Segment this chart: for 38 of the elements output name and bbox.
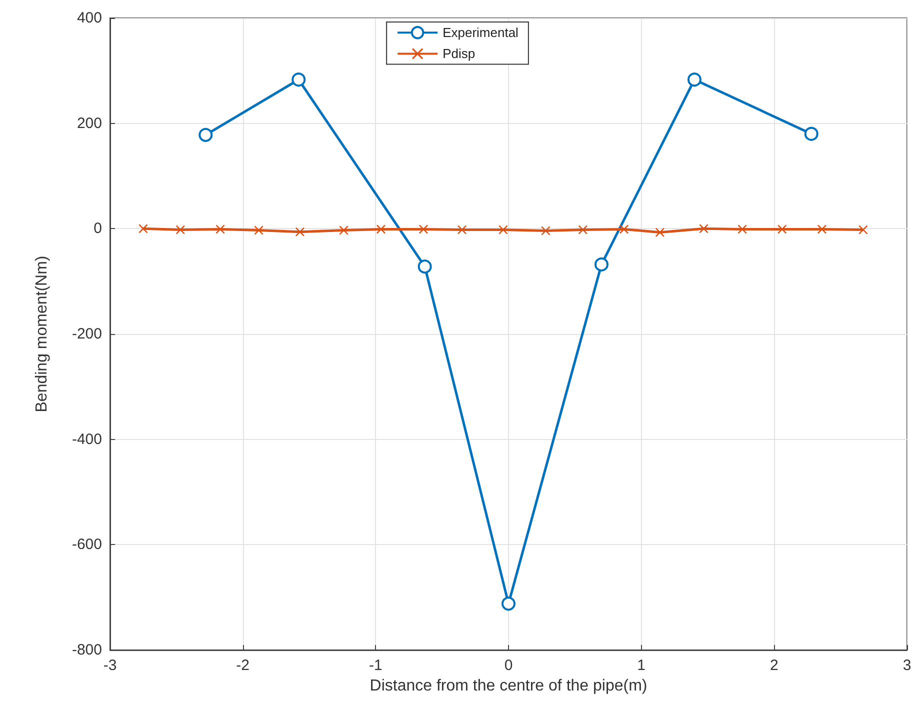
y-tick-label: -800 <box>72 642 102 658</box>
point <box>804 126 818 141</box>
y-axis-title: Bending moment(Nm) <box>34 256 50 412</box>
point <box>817 224 826 234</box>
y-tick-label: 400 <box>76 10 102 26</box>
x-tick-label: 0 <box>504 657 513 674</box>
point <box>458 225 467 234</box>
point <box>295 227 304 236</box>
x-tick-label: -3 <box>103 657 117 674</box>
y-tick-label: 0 <box>94 220 102 238</box>
point <box>176 225 185 234</box>
legend-label: Pdisp <box>442 46 476 62</box>
point <box>502 596 516 611</box>
point <box>292 72 306 87</box>
x-tick-label: -1 <box>368 657 382 674</box>
x-tick-label: 2 <box>770 657 778 674</box>
point <box>418 260 432 274</box>
point <box>655 228 664 237</box>
legend-label: Experimental <box>442 25 519 40</box>
point <box>578 225 588 234</box>
y-tick-label: -400 <box>72 430 102 448</box>
x-tick-label: -2 <box>236 657 250 674</box>
x-tick-label: 1 <box>637 657 646 674</box>
y-tick-label: 200 <box>76 114 102 132</box>
point <box>858 225 868 234</box>
point <box>594 257 608 272</box>
point <box>498 225 508 234</box>
point <box>198 128 213 142</box>
y-tick-label: -200 <box>72 326 102 342</box>
point <box>376 224 386 234</box>
point <box>778 224 787 234</box>
point <box>418 224 428 234</box>
x-tick-label: 3 <box>902 657 912 674</box>
point <box>620 224 629 234</box>
point <box>687 72 702 87</box>
x-axis-title: Distance from the centre of the pipe(m) <box>370 678 648 694</box>
y-tick-label: -600 <box>72 536 102 554</box>
point <box>138 224 148 234</box>
